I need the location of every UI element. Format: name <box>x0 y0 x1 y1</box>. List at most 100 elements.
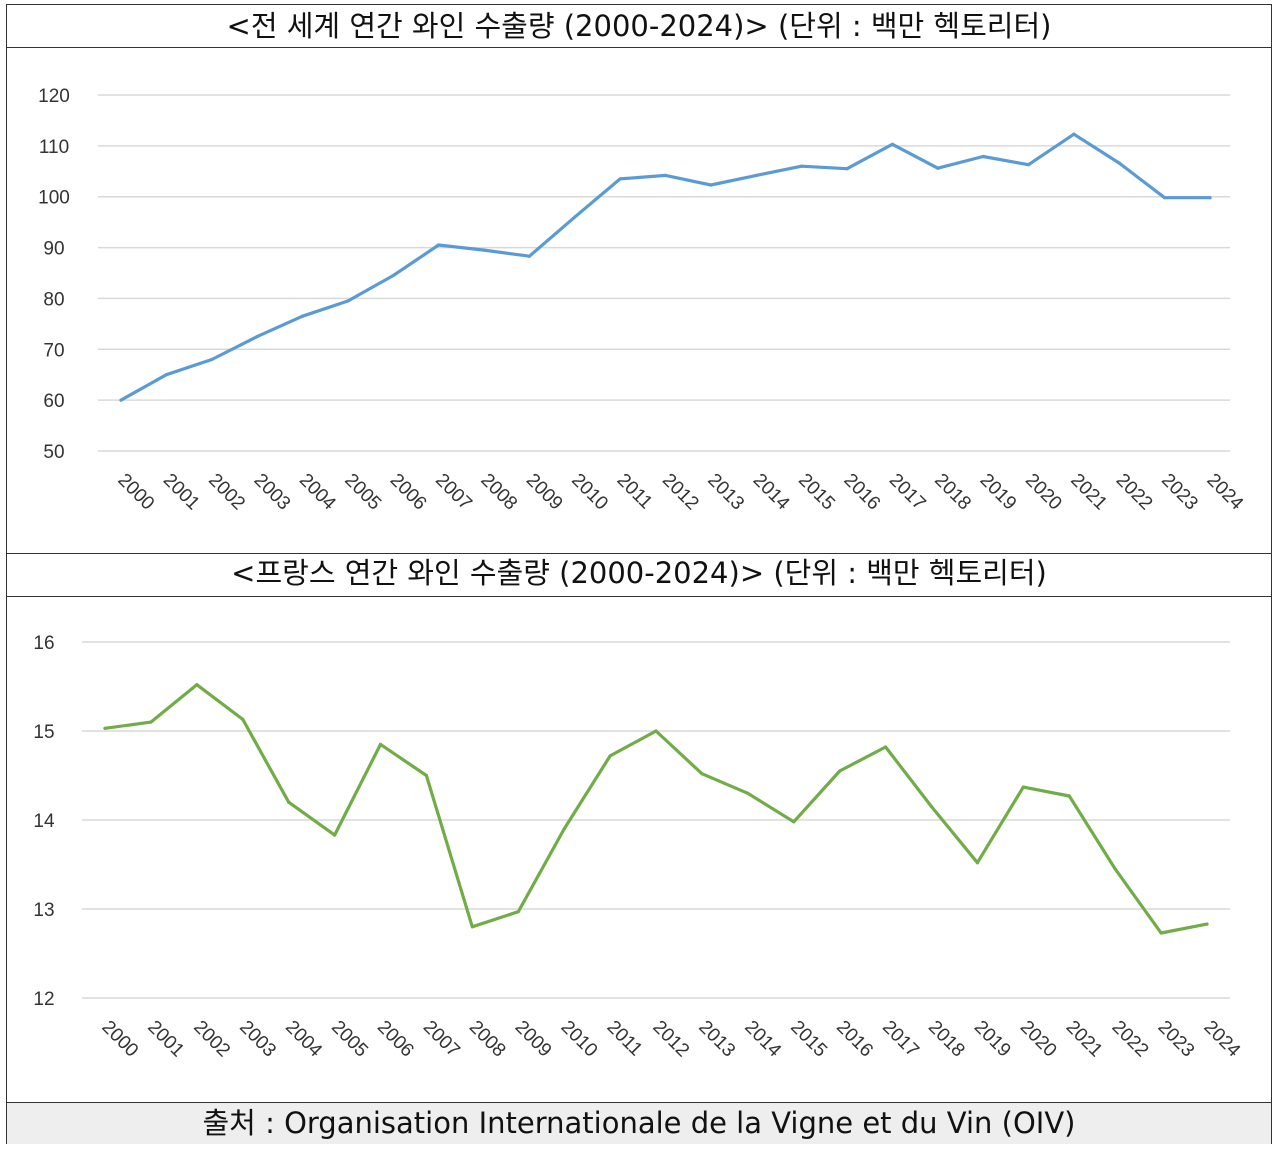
france-data-point <box>883 745 888 749</box>
france-y-tick-label: 12 <box>33 989 54 1010</box>
divider <box>7 553 1271 554</box>
france-y-tick-label: 16 <box>33 633 54 654</box>
world-data-point <box>164 373 168 377</box>
world-x-tick-label: 2005 <box>340 470 385 515</box>
france-x-tick-label: 2018 <box>924 1017 969 1062</box>
france-x-tick-label: 2011 <box>603 1017 647 1061</box>
world-data-point <box>663 173 668 177</box>
world-data-point <box>482 248 486 252</box>
france-x-tick-label: 2014 <box>740 1017 785 1062</box>
france-x-tick-label: 2020 <box>1016 1017 1061 1062</box>
world-data-point <box>437 243 441 247</box>
france-series-line <box>103 683 1209 935</box>
world-data-point <box>981 154 985 159</box>
france-x-tick-label: 2000 <box>97 1017 142 1062</box>
source-caption: 출처 : Organisation Internationale de la V… <box>7 1102 1271 1144</box>
france-y-tick-label: 13 <box>33 900 54 921</box>
world-x-tick-label: 2015 <box>794 470 839 515</box>
world-data-point <box>754 173 758 177</box>
world-x-tick-label: 2023 <box>1157 470 1202 515</box>
france-data-point <box>1159 931 1163 935</box>
world-data-point <box>618 177 622 181</box>
france-x-tick-label: 2006 <box>373 1017 418 1062</box>
france-x-tick-label: 2007 <box>419 1017 464 1062</box>
france-x-tick-label: 2017 <box>878 1017 923 1062</box>
world-data-point <box>1117 161 1121 165</box>
world-x-tick-label: 2022 <box>1112 470 1157 515</box>
france-x-tick-label: 2004 <box>281 1017 326 1062</box>
world-y-tick-label: 120 <box>38 86 70 107</box>
france-data-point <box>975 861 980 865</box>
divider <box>7 1102 1271 1103</box>
france-data-point <box>378 742 383 746</box>
chart-frame: <전 세계 연간 와인 수출량 (2000-2024)> (단위 : 백만 헥토… <box>6 4 1272 1144</box>
france-data-point <box>654 729 658 733</box>
world-data-point <box>573 215 577 219</box>
france-data-point <box>1021 785 1025 789</box>
world-x-tick-label: 2024 <box>1202 470 1247 515</box>
world-y-tick-label: 110 <box>39 137 69 158</box>
france-data-point <box>929 805 934 809</box>
world-x-tick-label: 2017 <box>885 470 930 515</box>
france-data-point <box>332 833 337 837</box>
world-x-tick-label: 2006 <box>386 470 431 515</box>
france-x-tick-label: 2024 <box>1199 1017 1244 1062</box>
world-x-tick-label: 2004 <box>295 470 340 515</box>
france-x-tick-label: 2012 <box>648 1017 693 1062</box>
france-x-tick-label: 2010 <box>557 1017 602 1062</box>
france-chart-title: <프랑스 연간 와인 수출량 (2000-2024)> (단위 : 백만 헥토리… <box>231 556 1047 590</box>
france-data-point <box>700 772 704 776</box>
world-x-tick-label: 2010 <box>567 470 612 515</box>
france-y-tick-label: 15 <box>33 722 54 743</box>
world-data-point <box>346 299 350 303</box>
world-data-point <box>845 167 849 171</box>
world-x-tick-label: 2008 <box>476 470 521 515</box>
france-x-tick-label: 2005 <box>327 1017 372 1062</box>
world-data-point <box>1208 196 1212 200</box>
world-y-tick-label: 90 <box>43 239 64 260</box>
france-x-tick-label: 2022 <box>1108 1017 1153 1062</box>
france-data-point <box>562 827 566 831</box>
france-x-tick-label: 2023 <box>1154 1017 1199 1062</box>
france-x-tick-label: 2016 <box>832 1017 877 1062</box>
world-data-point <box>119 398 123 402</box>
world-data-point <box>1026 163 1031 167</box>
france-data-point <box>746 791 750 795</box>
france-data-point <box>103 726 107 730</box>
world-data-point <box>255 334 259 339</box>
world-data-point <box>709 183 713 187</box>
france-data-point <box>838 769 842 773</box>
france-x-tick-label: 2013 <box>694 1017 739 1062</box>
france-y-tick-label: 14 <box>33 811 55 832</box>
france-data-point <box>1113 867 1117 871</box>
world-x-tick-label: 2014 <box>749 470 794 515</box>
world-data-point <box>210 357 214 362</box>
france-data-point <box>287 800 291 804</box>
world-x-tick-label: 2012 <box>658 470 703 515</box>
france-data-point <box>1067 794 1071 798</box>
world-data-point <box>800 164 804 168</box>
france-data-point <box>1205 922 1209 926</box>
world-x-tick-label: 2019 <box>976 470 1021 515</box>
world-x-tick-label: 2011 <box>613 470 657 514</box>
france-x-tick-label: 2003 <box>235 1017 280 1062</box>
france-x-tick-label: 2015 <box>786 1017 831 1062</box>
world-x-tick-label: 2001 <box>159 470 204 515</box>
world-data-point <box>1163 196 1167 200</box>
france-x-tick-label: 2021 <box>1062 1017 1107 1062</box>
world-x-tick-label: 2016 <box>839 470 884 515</box>
world-x-tick-label: 2020 <box>1021 470 1066 515</box>
world-x-tick-label: 2002 <box>204 470 249 515</box>
world-y-tick-label: 80 <box>43 289 64 310</box>
world-x-tick-label: 2007 <box>431 470 476 515</box>
world-x-tick-label: 2021 <box>1066 470 1111 515</box>
france-x-tick-label: 2009 <box>511 1017 556 1062</box>
france-data-point <box>241 717 245 722</box>
world-data-point <box>300 314 305 318</box>
divider <box>7 596 1271 597</box>
france-x-tick-label: 2002 <box>189 1017 234 1062</box>
world-y-tick-label: 100 <box>38 188 70 209</box>
